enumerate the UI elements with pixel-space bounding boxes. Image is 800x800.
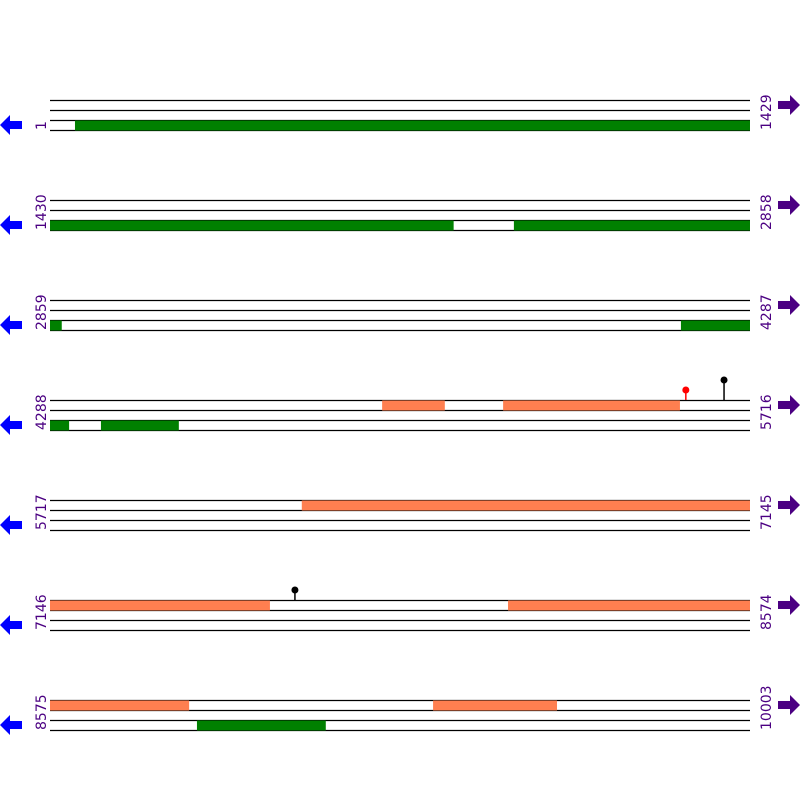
forward-strand-arrow-icon — [778, 695, 800, 715]
reverse-feature — [680, 320, 750, 331]
forward-strand-arrow-icon — [778, 495, 800, 515]
reverse-feature — [196, 720, 326, 731]
forward-feature — [301, 500, 750, 511]
reverse-strand-arrow-icon — [0, 215, 22, 235]
reverse-feature — [100, 420, 179, 431]
row-start-label: 8575 — [34, 694, 50, 730]
row-start-label: 2859 — [34, 294, 50, 330]
row-start-label: 1 — [34, 121, 50, 130]
row-end-label: 10003 — [759, 685, 775, 730]
forward-feature — [382, 400, 445, 411]
forward-strand-arrow-icon — [778, 395, 800, 415]
sequence-row: 5717 7145 — [0, 494, 800, 535]
row-start-label: 5717 — [34, 494, 50, 530]
forward-strand-arrow-icon — [778, 95, 800, 115]
reverse-strand-arrow-icon — [0, 315, 22, 335]
forward-strand-arrow-icon — [778, 595, 800, 615]
forward-feature — [50, 600, 270, 611]
forward-feature — [503, 400, 680, 411]
row-start-label: 4288 — [34, 394, 50, 430]
reverse-strand-arrow-icon — [0, 415, 22, 435]
forward-feature — [50, 700, 190, 711]
reverse-strand-arrow-icon — [0, 715, 22, 735]
reverse-strand-arrow-icon — [0, 515, 22, 535]
reverse-feature — [513, 220, 750, 231]
forward-feature — [433, 700, 557, 711]
reverse-feature — [50, 320, 62, 331]
marker-head — [720, 376, 728, 384]
sequence-row: 7146 8574 — [0, 594, 800, 635]
row-start-label: 1430 — [34, 194, 50, 230]
marker-head — [291, 586, 299, 594]
reverse-strand-arrow-icon — [0, 115, 22, 135]
row-end-label: 5716 — [759, 394, 775, 430]
forward-feature — [508, 600, 750, 611]
forward-strand-arrow-icon — [778, 295, 800, 315]
marker-head — [682, 386, 690, 394]
sequence-row: 2859 4287 — [0, 294, 800, 335]
row-end-label: 7145 — [759, 494, 775, 530]
reverse-feature — [50, 220, 454, 231]
row-start-label: 7146 — [34, 594, 50, 630]
row-end-label: 8574 — [759, 594, 775, 630]
forward-strand-arrow-icon — [778, 195, 800, 215]
reverse-feature — [50, 420, 70, 431]
row-end-label: 2858 — [759, 194, 775, 230]
row-end-label: 1429 — [759, 94, 775, 130]
reverse-feature — [74, 120, 751, 131]
row-end-label: 4287 — [759, 294, 775, 330]
reverse-strand-arrow-icon — [0, 615, 22, 635]
